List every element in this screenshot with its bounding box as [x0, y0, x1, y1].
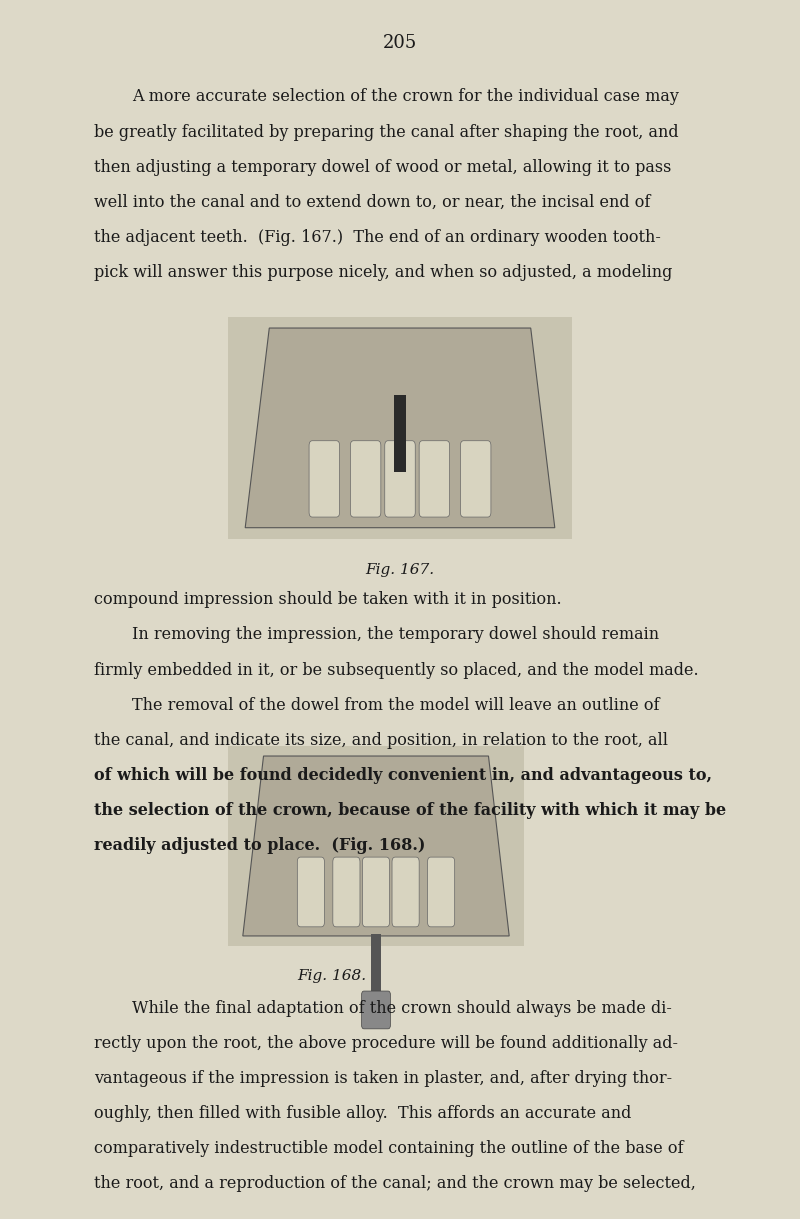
Text: Fig. 167.: Fig. 167. [366, 563, 434, 577]
Text: In removing the impression, the temporary dowel should remain: In removing the impression, the temporar… [132, 627, 659, 644]
Text: rectly upon the root, the above procedure will be found additionally ad-: rectly upon the root, the above procedur… [94, 1035, 678, 1052]
FancyBboxPatch shape [362, 991, 390, 1029]
FancyBboxPatch shape [385, 441, 415, 517]
Polygon shape [242, 756, 510, 936]
Text: well into the canal and to extend down to, or near, the incisal end of: well into the canal and to extend down t… [94, 194, 650, 211]
FancyBboxPatch shape [309, 441, 339, 517]
FancyBboxPatch shape [350, 441, 381, 517]
Text: While the final adaptation of the crown should always be made di-: While the final adaptation of the crown … [132, 1000, 672, 1017]
Text: then adjusting a temporary dowel of wood or metal, allowing it to pass: then adjusting a temporary dowel of wood… [94, 158, 672, 176]
Text: A more accurate selection of the crown for the individual case may: A more accurate selection of the crown f… [132, 89, 679, 105]
Text: firmly embedded in it, or be subsequently so placed, and the model made.: firmly embedded in it, or be subsequentl… [94, 662, 699, 679]
Text: readily adjusted to place.  (Fig. 168.): readily adjusted to place. (Fig. 168.) [94, 837, 426, 855]
FancyBboxPatch shape [392, 857, 419, 926]
Text: the root, and a reproduction of the canal; and the crown may be selected,: the root, and a reproduction of the cana… [94, 1175, 696, 1192]
Polygon shape [245, 328, 555, 528]
Text: compound impression should be taken with it in position.: compound impression should be taken with… [94, 591, 562, 608]
Text: of which will be found decidedly convenient in, and advantageous to,: of which will be found decidedly conveni… [94, 767, 712, 784]
Text: the adjacent teeth.  (Fig. 167.)  The end of an ordinary wooden tooth-: the adjacent teeth. (Fig. 167.) The end … [94, 229, 662, 246]
Text: The removal of the dowel from the model will leave an outline of: The removal of the dowel from the model … [132, 697, 659, 714]
Text: Fig. 168.: Fig. 168. [298, 969, 366, 983]
Text: comparatively indestructible model containing the outline of the base of: comparatively indestructible model conta… [94, 1140, 684, 1157]
Text: the selection of the crown, because of the facility with which it may be: the selection of the crown, because of t… [94, 802, 726, 819]
Bar [394, 395, 406, 472]
FancyBboxPatch shape [333, 857, 360, 926]
Bar [228, 317, 572, 539]
FancyBboxPatch shape [419, 441, 450, 517]
FancyBboxPatch shape [427, 857, 454, 926]
Text: vantageous if the impression is taken in plaster, and, after drying thor-: vantageous if the impression is taken in… [94, 1070, 673, 1087]
Bar [371, 934, 381, 995]
Text: 205: 205 [383, 34, 417, 52]
Bar [228, 746, 524, 946]
Text: pick will answer this purpose nicely, and when so adjusted, a modeling: pick will answer this purpose nicely, an… [94, 265, 673, 282]
Text: oughly, then filled with fusible alloy.  This affords an accurate and: oughly, then filled with fusible alloy. … [94, 1106, 632, 1123]
FancyBboxPatch shape [362, 857, 390, 926]
Text: the canal, and indicate its size, and position, in relation to the root, all: the canal, and indicate its size, and po… [94, 731, 669, 748]
FancyBboxPatch shape [461, 441, 491, 517]
FancyBboxPatch shape [298, 857, 325, 926]
Text: be greatly facilitated by preparing the canal after shaping the root, and: be greatly facilitated by preparing the … [94, 123, 679, 140]
